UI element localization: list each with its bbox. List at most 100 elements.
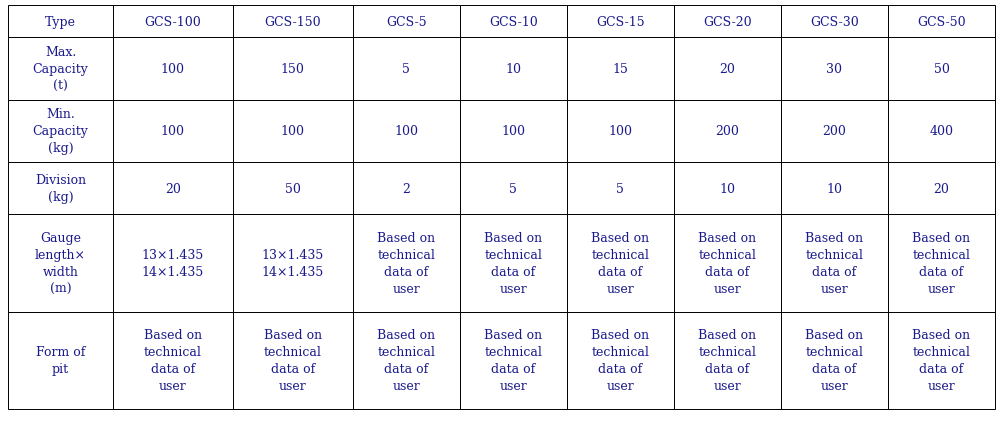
Text: Gauge
length×
width
(m): Gauge length× width (m) <box>35 231 86 295</box>
Text: 100: 100 <box>281 125 305 138</box>
Bar <box>232 6 353 38</box>
Text: 2: 2 <box>402 182 410 195</box>
Bar <box>566 312 673 409</box>
Text: GCS-100: GCS-100 <box>144 16 201 29</box>
Bar <box>113 6 232 38</box>
Text: Based on
technical
data of
user: Based on technical data of user <box>484 231 542 295</box>
Text: Based on
technical
data of
user: Based on technical data of user <box>484 328 542 392</box>
Bar <box>781 6 887 38</box>
Bar <box>781 215 887 312</box>
Bar <box>8 163 113 215</box>
Bar <box>8 101 113 163</box>
Bar <box>781 163 887 215</box>
Text: Form of
pit: Form of pit <box>36 345 85 375</box>
Text: Type: Type <box>45 16 76 29</box>
Text: 200: 200 <box>822 125 846 138</box>
Bar <box>113 163 232 215</box>
Text: GCS-50: GCS-50 <box>916 16 965 29</box>
Bar <box>673 101 781 163</box>
Bar <box>781 38 887 100</box>
Text: Based on
technical
data of
user: Based on technical data of user <box>143 328 201 392</box>
Bar <box>566 101 673 163</box>
Text: 20: 20 <box>718 63 734 75</box>
Text: Based on
technical
data of
user: Based on technical data of user <box>697 231 756 295</box>
Bar <box>113 312 232 409</box>
Text: GCS-15: GCS-15 <box>595 16 644 29</box>
Text: Min.
Capacity
(kg): Min. Capacity (kg) <box>32 108 88 155</box>
Text: 30: 30 <box>826 63 842 75</box>
Bar <box>113 101 232 163</box>
Bar <box>673 6 781 38</box>
Text: 10: 10 <box>505 63 521 75</box>
Bar <box>353 312 459 409</box>
Bar <box>887 163 994 215</box>
Bar <box>353 6 459 38</box>
Bar <box>459 38 566 100</box>
Text: 100: 100 <box>394 125 418 138</box>
Bar <box>232 312 353 409</box>
Text: GCS-5: GCS-5 <box>386 16 426 29</box>
Text: Based on
technical
data of
user: Based on technical data of user <box>697 328 756 392</box>
Bar <box>459 6 566 38</box>
Bar <box>353 215 459 312</box>
Text: 5: 5 <box>616 182 623 195</box>
Bar <box>459 312 566 409</box>
Text: Based on
technical
data of
user: Based on technical data of user <box>805 328 863 392</box>
Bar <box>673 312 781 409</box>
Text: 10: 10 <box>718 182 734 195</box>
Bar <box>887 312 994 409</box>
Text: 13×1.435
14×1.435: 13×1.435 14×1.435 <box>262 248 324 278</box>
Bar <box>673 163 781 215</box>
Bar <box>8 215 113 312</box>
Text: 5: 5 <box>402 63 410 75</box>
Text: Based on
technical
data of
user: Based on technical data of user <box>590 328 648 392</box>
Text: 15: 15 <box>612 63 627 75</box>
Text: 100: 100 <box>501 125 525 138</box>
Text: 150: 150 <box>281 63 305 75</box>
Text: 200: 200 <box>714 125 738 138</box>
Text: 10: 10 <box>826 182 842 195</box>
Text: Based on
technical
data of
user: Based on technical data of user <box>377 231 435 295</box>
Text: Max.
Capacity
(t): Max. Capacity (t) <box>32 46 88 92</box>
Bar <box>232 38 353 100</box>
Text: 20: 20 <box>164 182 180 195</box>
Text: Based on
technical
data of
user: Based on technical data of user <box>912 231 970 295</box>
Bar <box>566 163 673 215</box>
Text: 100: 100 <box>160 63 184 75</box>
Bar <box>232 101 353 163</box>
Text: 400: 400 <box>929 125 953 138</box>
Bar <box>887 38 994 100</box>
Text: Based on
technical
data of
user: Based on technical data of user <box>912 328 970 392</box>
Bar <box>459 215 566 312</box>
Bar <box>887 215 994 312</box>
Text: 50: 50 <box>285 182 301 195</box>
Text: 13×1.435
14×1.435: 13×1.435 14×1.435 <box>141 248 203 278</box>
Bar <box>566 38 673 100</box>
Text: 50: 50 <box>933 63 949 75</box>
Text: Based on
technical
data of
user: Based on technical data of user <box>264 328 322 392</box>
Bar <box>887 6 994 38</box>
Bar <box>8 38 113 100</box>
Bar <box>887 101 994 163</box>
Bar <box>781 101 887 163</box>
Text: GCS-10: GCS-10 <box>488 16 537 29</box>
Bar <box>566 215 673 312</box>
Bar <box>566 6 673 38</box>
Text: 20: 20 <box>933 182 949 195</box>
Bar <box>232 163 353 215</box>
Text: GCS-20: GCS-20 <box>702 16 750 29</box>
Text: GCS-30: GCS-30 <box>810 16 858 29</box>
Bar <box>781 312 887 409</box>
Text: 5: 5 <box>509 182 517 195</box>
Text: Based on
technical
data of
user: Based on technical data of user <box>590 231 648 295</box>
Text: GCS-150: GCS-150 <box>265 16 321 29</box>
Bar <box>673 38 781 100</box>
Bar <box>353 163 459 215</box>
Bar <box>8 312 113 409</box>
Text: Division
(kg): Division (kg) <box>35 174 86 204</box>
Bar <box>459 101 566 163</box>
Bar <box>8 6 113 38</box>
Text: 100: 100 <box>608 125 631 138</box>
Bar <box>673 215 781 312</box>
Bar <box>113 38 232 100</box>
